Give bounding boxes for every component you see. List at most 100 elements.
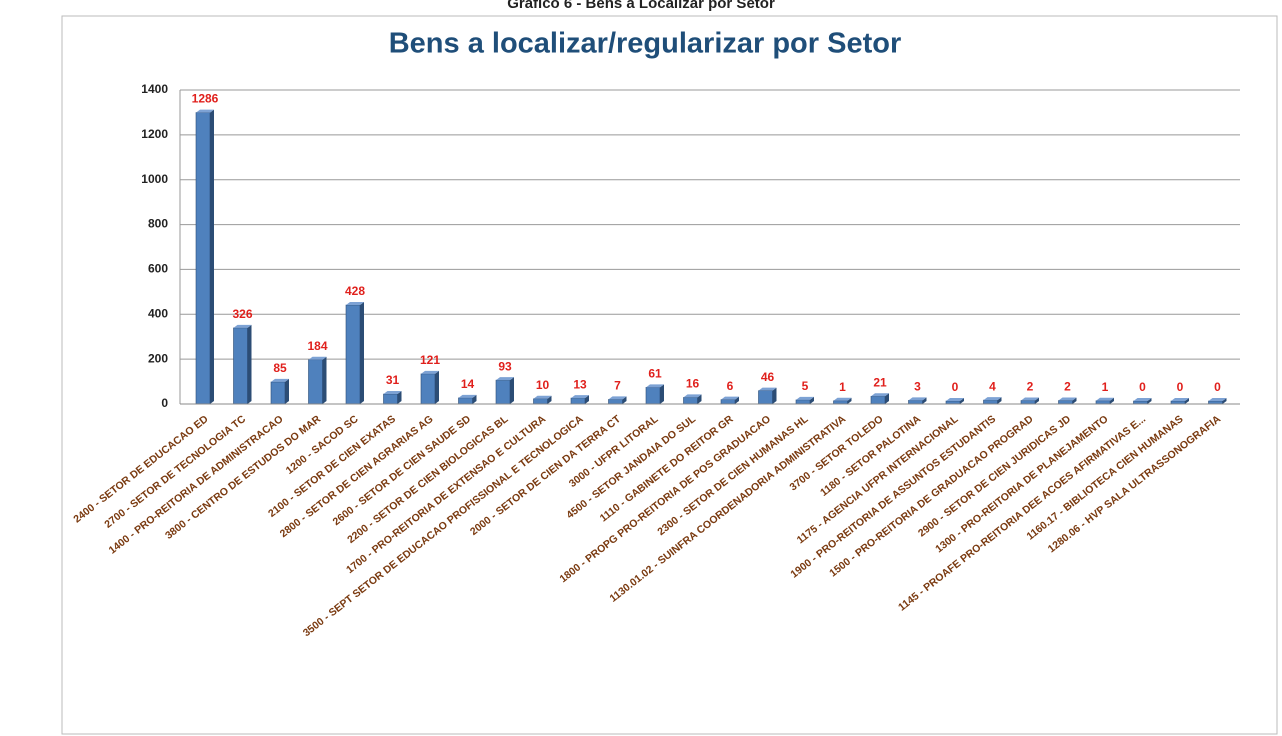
bar-side <box>847 397 852 404</box>
bar-top <box>946 398 964 401</box>
bar <box>270 381 286 405</box>
bar-top <box>646 384 664 388</box>
bar <box>420 373 436 405</box>
bar-side <box>1110 397 1114 404</box>
bar-side <box>997 397 1002 404</box>
bar-top <box>833 397 852 401</box>
value-label: 93 <box>498 359 512 373</box>
y-tick-label: 1200 <box>141 127 168 141</box>
value-label: 2 <box>1064 380 1071 394</box>
y-tick-label: 0 <box>161 396 168 410</box>
bar <box>533 398 548 405</box>
bar <box>383 393 398 405</box>
bar-top <box>458 394 477 398</box>
bar-top <box>758 387 777 391</box>
value-label: 85 <box>273 361 287 375</box>
bar-side <box>397 391 402 404</box>
bar-top <box>608 396 627 400</box>
bar-side <box>285 378 289 404</box>
value-label: 0 <box>1177 380 1184 394</box>
bar-side <box>735 396 739 404</box>
bar-top <box>533 395 552 399</box>
bar-top <box>308 356 327 360</box>
value-label: 326 <box>232 307 252 321</box>
bar <box>720 399 736 405</box>
bar-side <box>585 395 589 404</box>
bar-side <box>1035 397 1039 404</box>
bar-top <box>496 377 514 381</box>
bar <box>870 395 886 405</box>
value-label: 21 <box>873 375 887 389</box>
bar <box>683 397 698 405</box>
bar-top <box>908 397 927 401</box>
bar-side <box>360 302 364 404</box>
bar-side <box>622 396 627 404</box>
bar-top <box>796 396 814 400</box>
value-label: 121 <box>420 353 440 367</box>
bar-side <box>660 384 664 404</box>
value-label: 61 <box>648 366 662 380</box>
value-label: 4 <box>989 379 996 393</box>
bar-top <box>571 395 589 399</box>
value-label: 0 <box>1214 380 1221 394</box>
bar-side <box>1222 398 1227 404</box>
value-label: 14 <box>461 377 475 391</box>
bar <box>195 112 211 405</box>
bar-top <box>1021 397 1039 401</box>
value-label: 1286 <box>192 92 219 106</box>
value-label: 10 <box>536 378 550 392</box>
bar-top <box>1058 397 1077 401</box>
chart-frame <box>61 15 1278 735</box>
bar <box>758 390 773 405</box>
bar-side <box>1185 398 1189 404</box>
bar <box>233 327 248 405</box>
bar-side <box>922 397 927 404</box>
bar-top <box>196 109 214 113</box>
chart-title: Bens a localizar/regularizar por Setor <box>389 28 902 60</box>
bar-top <box>1208 398 1227 401</box>
bar <box>908 400 923 405</box>
bar-top <box>983 397 1002 401</box>
value-label: 0 <box>952 380 959 394</box>
value-label: 3 <box>914 379 921 393</box>
bar-side <box>1072 397 1077 404</box>
bar-side <box>697 394 702 404</box>
value-label: 2 <box>1027 380 1034 394</box>
y-tick-label: 400 <box>148 306 168 320</box>
value-label: 184 <box>307 339 327 353</box>
bar-side <box>1147 398 1152 404</box>
bar <box>1058 400 1073 405</box>
bar-top <box>683 394 702 398</box>
bar <box>608 399 623 405</box>
bar-top <box>1171 398 1189 401</box>
bar-top <box>346 302 364 306</box>
bar-side <box>510 377 514 404</box>
y-tick-label: 800 <box>148 217 168 231</box>
value-label: 31 <box>386 373 400 387</box>
bar-side <box>547 395 552 404</box>
bar-side <box>772 387 777 404</box>
bar-side <box>960 398 964 404</box>
bar-top <box>721 396 739 400</box>
bar <box>345 304 361 405</box>
bar <box>458 397 473 405</box>
bar-side <box>210 109 214 404</box>
y-tick-label: 1400 <box>141 82 168 96</box>
bar-side <box>885 393 889 404</box>
bar <box>1020 400 1036 405</box>
value-label: 428 <box>345 284 365 298</box>
bar-top <box>871 393 889 397</box>
bar <box>645 387 661 405</box>
bar-side <box>810 396 814 404</box>
bar <box>570 397 586 405</box>
value-label: 0 <box>1139 380 1146 394</box>
bar <box>495 379 511 405</box>
bar <box>308 359 323 405</box>
value-label: 1 <box>1102 380 1109 394</box>
value-label: 1 <box>839 380 846 394</box>
bar-top <box>271 378 289 382</box>
bar <box>983 399 998 405</box>
bar-side <box>435 370 439 404</box>
heading: Gráfico 6 - Bens a Localizar por Setor <box>507 0 775 12</box>
